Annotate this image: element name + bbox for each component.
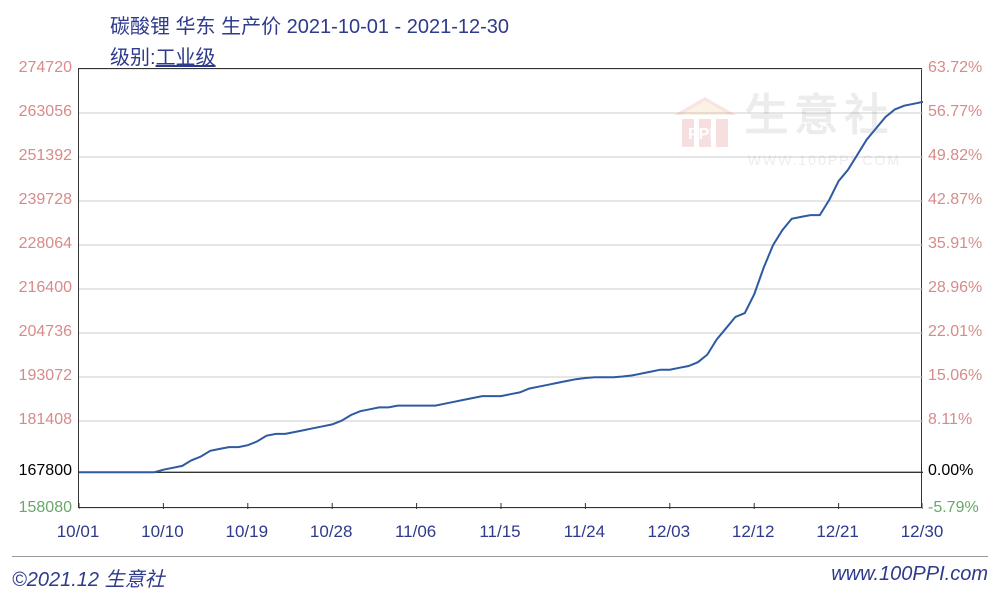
chart-title: 碳酸锂 华东 生产价 2021-10-01 - 2021-12-30 级别:工业… (110, 10, 509, 70)
footer: ©2021.12 生意社 www.100PPI.com (12, 556, 988, 592)
title-grade-value: 工业级 (156, 47, 216, 69)
x-tick: 11/24 (564, 522, 605, 542)
plot-area: PPI 生意社 WWW.100PPI.COM (78, 68, 922, 508)
y-right-tick: 22.01% (928, 323, 982, 341)
y-left-tick: 263056 (19, 103, 72, 121)
y-left-tick: 239728 (19, 191, 72, 209)
y-right-tick: 35.91% (928, 235, 982, 253)
chart-svg (79, 69, 923, 509)
x-tick: 12/30 (901, 522, 944, 542)
y-left-tick: 158080 (19, 499, 72, 517)
y-left-tick: 204736 (19, 323, 72, 341)
x-tick: 10/28 (310, 522, 353, 542)
footer-url: www.100PPI.com (831, 563, 988, 592)
x-tick: 10/19 (226, 522, 269, 542)
y-right-tick: 56.77% (928, 103, 982, 121)
x-axis: 10/01 10/10 10/19 10/28 11/06 11/15 11/24 12/03… (0, 522, 1000, 542)
x-tick: 11/15 (479, 522, 520, 542)
y-left-tick: 274720 (19, 59, 72, 77)
copyright-text: ©2021.12 生意社 (12, 563, 165, 592)
y-axis-left: 2747202630562513922397282280642164002047… (0, 68, 72, 508)
title-line2: 级别:工业级 (110, 41, 509, 70)
y-right-tick: 15.06% (928, 367, 982, 385)
y-right-tick: 49.82% (928, 147, 982, 165)
x-tick: 12/03 (648, 522, 691, 542)
y-left-tick: 193072 (19, 367, 72, 385)
y-right-tick: -5.79% (928, 499, 979, 517)
y-left-tick: 251392 (19, 147, 72, 165)
title-line1: 碳酸锂 华东 生产价 2021-10-01 - 2021-12-30 (110, 10, 509, 39)
x-tick: 11/06 (395, 522, 436, 542)
x-tick: 10/10 (141, 522, 184, 542)
y-left-tick: 228064 (19, 235, 72, 253)
y-right-tick: 28.96% (928, 279, 982, 297)
y-right-tick: 63.72% (928, 59, 982, 77)
y-right-tick: 8.11% (928, 411, 972, 429)
chart-container: 碳酸锂 华东 生产价 2021-10-01 - 2021-12-30 级别:工业… (0, 0, 1000, 600)
title-grade-label: 级别: (110, 47, 156, 69)
y-right-tick: 0.00% (928, 462, 973, 480)
y-left-tick: 181408 (19, 411, 72, 429)
x-tick: 12/21 (816, 522, 859, 542)
y-left-tick: 167800 (19, 462, 72, 480)
y-right-tick: 42.87% (928, 191, 982, 209)
x-tick: 12/12 (732, 522, 775, 542)
x-tick: 10/01 (57, 522, 100, 542)
y-left-tick: 216400 (19, 279, 72, 297)
y-axis-right: 63.72%56.77%49.82%42.87%35.91%28.96%22.0… (928, 68, 1000, 508)
